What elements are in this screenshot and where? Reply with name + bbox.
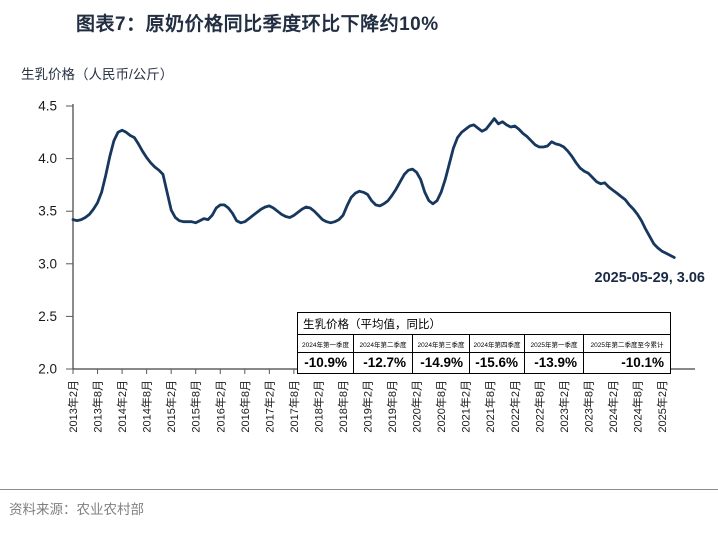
table-value-cell: -10.1% — [583, 353, 670, 373]
x-tick-label: 2025年2月 — [655, 380, 669, 433]
table-value-row: -10.9% -12.7% -14.9% -15.6% -13.9% -10.1% — [298, 353, 670, 373]
x-tick-label: 2019年2月 — [361, 380, 375, 433]
x-tick-label: 2024年8月 — [630, 380, 644, 433]
x-tick-label: 2013年2月 — [66, 380, 80, 433]
table-header-row: 2024年第一季度 2024年第二季度 2024年第三季度 2024年第四季度 2025… — [298, 335, 670, 353]
x-tick-label: 2019年8月 — [385, 380, 399, 433]
x-tick-label: 2015年8月 — [189, 380, 203, 433]
y-tick-label: 3.0 — [38, 256, 57, 271]
table-caption: 生乳价格（平均值，同比） — [298, 313, 670, 335]
page-title: 图表7：原奶价格同比季度环比下降约10% — [76, 14, 439, 35]
x-tick-label: 2021年8月 — [483, 380, 497, 433]
x-tick-label: 2020年2月 — [410, 380, 424, 433]
table-col-header: 2025年第一季度 — [524, 335, 583, 353]
latest-point-annotation: 2025-05-29, 3.06 — [594, 270, 705, 286]
x-tick-label: 2017年2月 — [262, 380, 276, 433]
footer-divider — [0, 489, 718, 490]
source-note: 资料来源：农业农村部 — [9, 502, 144, 517]
table-col-header: 2024年第三季度 — [412, 335, 469, 353]
table-value-cell: -13.9% — [524, 353, 583, 373]
y-tick-label: 4.0 — [38, 151, 57, 166]
table-col-header: 2025年第二季度至今累计 — [583, 335, 670, 353]
y-tick-label: 3.5 — [38, 204, 57, 219]
x-tick-label: 2023年8月 — [581, 380, 595, 433]
x-tick-label: 2016年2月 — [213, 380, 227, 433]
table-col-header: 2024年第二季度 — [353, 335, 412, 353]
x-tick-label: 2020年8月 — [434, 380, 448, 433]
x-tick-label: 2022年8月 — [532, 380, 546, 433]
y-axis-caption: 生乳价格（人民币/公斤） — [21, 67, 174, 82]
x-tick-label: 2015年2月 — [164, 380, 178, 433]
y-tick-label: 2.0 — [38, 362, 57, 377]
x-tick-label: 2018年8月 — [336, 380, 350, 433]
x-tick-label: 2016年8月 — [238, 380, 252, 433]
x-tick-label: 2013年8月 — [91, 380, 105, 433]
x-tick-label: 2014年2月 — [115, 380, 129, 433]
x-tick-label: 2017年8月 — [287, 380, 301, 433]
x-tick-label: 2014年8月 — [140, 380, 154, 433]
x-tick-label: 2023年2月 — [557, 380, 571, 433]
y-tick-label: 4.5 — [38, 99, 57, 114]
x-tick-label: 2022年2月 — [508, 380, 522, 433]
y-tick-label: 2.5 — [38, 309, 57, 324]
table-value-cell: -14.9% — [412, 353, 469, 373]
x-tick-label: 2018年2月 — [311, 380, 325, 433]
table-value-cell: -10.9% — [304, 355, 347, 370]
table-col-header: 2024年第四季度 — [469, 335, 524, 353]
table-value-cell: -15.6% — [469, 353, 524, 373]
price-line — [71, 117, 676, 259]
x-tick-label: 2024年2月 — [606, 380, 620, 433]
yoy-summary-table: 生乳价格（平均值，同比） 2024年第一季度 2024年第二季度 2024年第三季度… — [297, 312, 671, 374]
x-tick-label: 2021年2月 — [459, 380, 473, 433]
table-col-header: 2024年第一季度 — [298, 335, 353, 353]
table-value-cell: -12.7% — [353, 353, 412, 373]
